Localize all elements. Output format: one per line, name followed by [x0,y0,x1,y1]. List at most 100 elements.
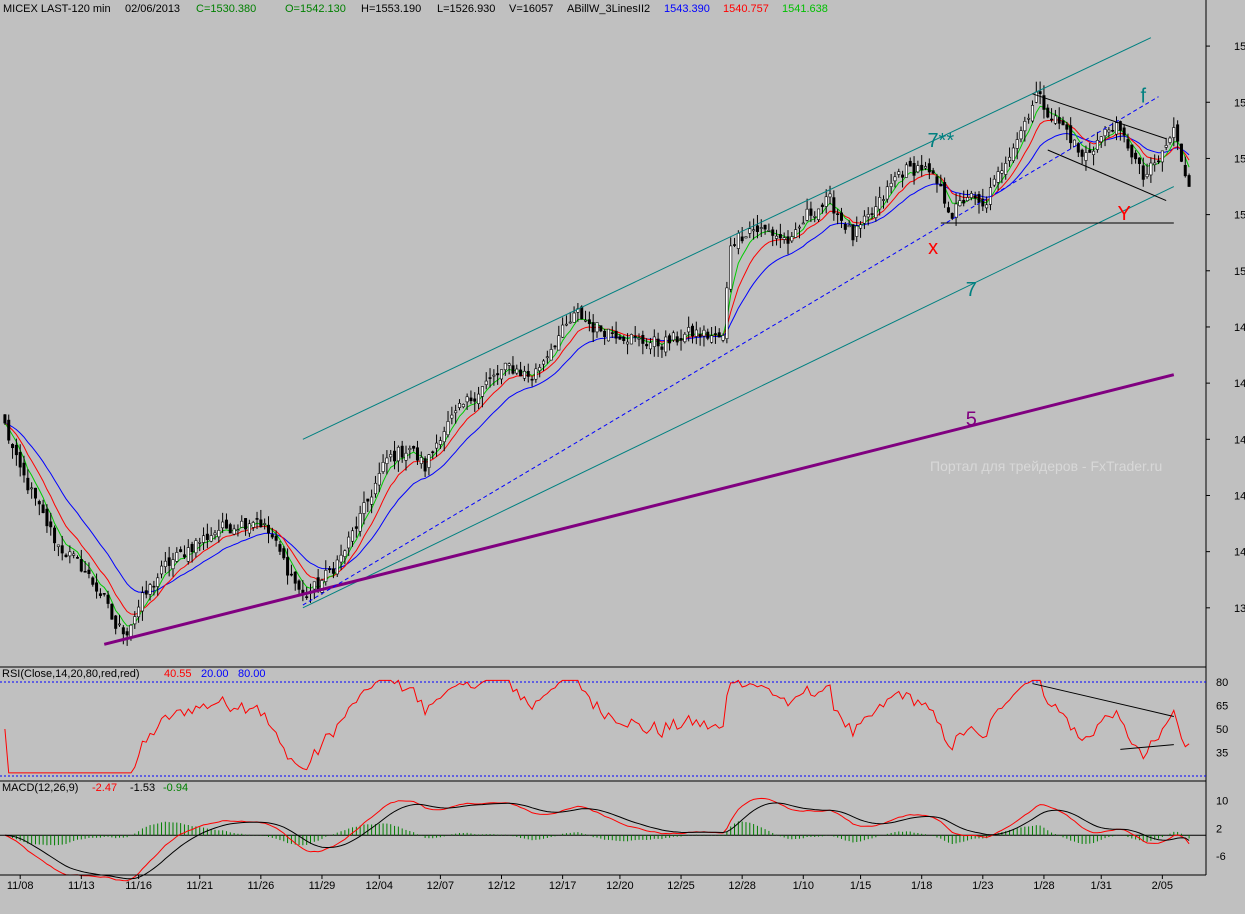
channel-upper [302,37,1152,440]
candle-body [721,335,725,341]
candle-body [954,203,958,219]
candle-body [377,473,381,486]
candle-body [832,197,836,214]
candle-body [228,524,232,534]
candle-body [7,419,11,441]
candle-body [698,333,702,338]
x-tick-label: 11/26 [247,880,274,892]
candle-body [813,216,817,218]
candle-body [240,520,244,528]
candle-body [331,568,335,574]
x-tick-label: 1/18 [911,880,932,892]
candle-body [179,549,183,552]
candle-body [889,182,893,187]
candle-body [736,232,740,249]
candle-body [64,554,68,557]
candle-body [339,554,343,563]
candle-body [385,457,389,464]
x-tick-label: 1/10 [793,880,814,892]
candle-body [851,224,855,241]
candle-body [328,568,332,571]
candle-body [893,176,897,182]
candle-body [1149,162,1153,176]
candle-body [106,594,110,604]
indicator-blue-value: 1543.390 [664,3,710,15]
candle-body [1042,95,1046,110]
candle-body [343,550,347,557]
candle-body [1118,121,1122,131]
candle-body [335,559,339,575]
date-label: 02/06/2013 [125,3,180,15]
candle-body [408,448,412,450]
candle-body [817,208,821,220]
candle-body [53,527,57,544]
candle-body [599,325,603,332]
candle-body [702,329,706,337]
candle-body [60,545,64,554]
candle-body [557,335,561,351]
candle-body [91,577,95,585]
rsi-value: 40.55 [164,668,192,680]
candle-body [435,442,439,449]
candle-body [1176,124,1180,142]
candle-body [775,235,779,239]
candle-body [564,323,568,326]
candle-body [457,402,461,408]
x-tick-label: 1/31 [1091,880,1112,892]
candle-body [878,197,882,210]
candle-body [767,230,771,232]
candle-body [694,329,698,337]
candle-body [366,498,370,502]
candle-body [996,171,1000,183]
wave-label: x [928,237,938,259]
candle-body [354,526,358,529]
candle-body [656,338,660,347]
candle-body [794,229,798,238]
rsi-high-level: 80.00 [238,668,266,680]
candle-body [713,333,717,335]
candle-body [18,452,22,468]
rsi-label: RSI(Close,14,20,80,red,red) [2,668,140,680]
candle-body [690,325,694,337]
candle-body [1008,156,1012,161]
candle-body [671,332,675,341]
candle-body [973,195,977,199]
wave5-line [103,373,1175,646]
candle-body [904,164,908,178]
macd-hist-value: -0.94 [163,782,188,794]
candle-body [595,322,599,333]
candle-body [901,174,905,178]
candle-body [419,457,423,464]
candle-body [373,482,377,495]
candle-body [706,331,710,339]
x-tick-label: 12/12 [488,880,516,892]
candle-body [1092,150,1096,156]
candle-body [297,580,301,590]
candle-body [526,370,530,377]
candle-body [614,330,618,339]
candle-body [1057,117,1061,124]
candle-body [618,336,622,340]
price-tick-label: 1500 [1234,266,1245,278]
macd-value: -2.47 [92,782,117,794]
candle-body [1011,147,1015,162]
candle-body [801,222,805,225]
candle-body [626,341,630,345]
candle-body [752,229,756,232]
channel-lower [302,186,1175,609]
candle-body [312,581,316,590]
candle-body [874,206,878,218]
candle-body [1004,162,1008,175]
candle-body [797,226,801,229]
candle-body [675,336,679,343]
price-pane: 1380 1400 1420 1440 1460 1480 1500 1520 1540 1560… [0,0,1245,875]
x-tick-label: 11/16 [125,880,152,892]
candle-body [606,328,610,342]
candle-body [943,182,947,204]
price-tick-label: 1520 [1234,210,1245,222]
x-tick-label: 1/23 [972,880,993,892]
candle-body [1015,139,1019,149]
candle-body [133,616,137,625]
candle-body [710,335,714,343]
candle-body [805,208,809,221]
